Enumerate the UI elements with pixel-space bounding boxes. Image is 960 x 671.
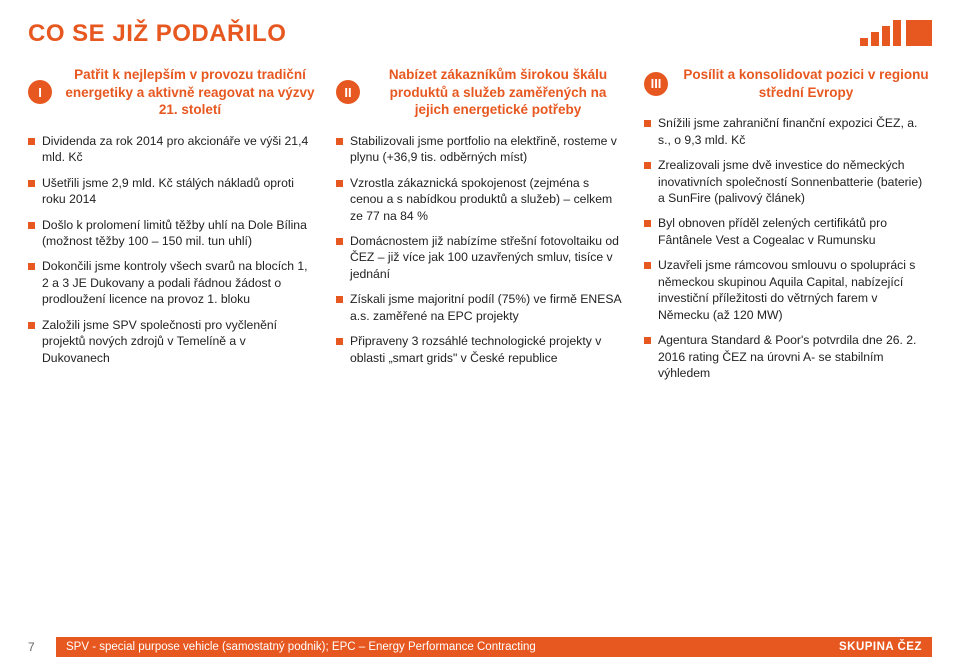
- list-item: Získali jsme majoritní podíl (75%) ve fi…: [336, 291, 624, 324]
- footer-note: SPV - special purpose vehicle (samostatn…: [66, 641, 536, 653]
- column-title-2: Nabízet zákazníkům širokou škálu produkt…: [372, 66, 624, 119]
- column-num-1: I: [28, 80, 52, 104]
- column-num-2: II: [336, 80, 360, 104]
- list-item: Uzavřeli jsme rámcovou smlouvu o spolupr…: [644, 257, 932, 323]
- footer-brand: SKUPINA ČEZ: [839, 641, 922, 653]
- list-item: Dokončili jsme kontroly všech svarů na b…: [28, 258, 316, 307]
- column-head-1: I Patřit k nejlepším v provozu tradiční …: [28, 66, 316, 119]
- list-item: Snížili jsme zahraniční finanční expozic…: [644, 115, 932, 148]
- list-item: Vzrostla zákaznická spokojenost (zejména…: [336, 175, 624, 224]
- column-1: I Patřit k nejlepším v provozu tradiční …: [28, 66, 316, 391]
- list-item: Stabilizovali jsme portfolio na elektřin…: [336, 133, 624, 166]
- column-head-3: III Posílit a konsolidovat pozici v regi…: [644, 66, 932, 101]
- list-item: Domácnostem již nabízíme střešní fotovol…: [336, 233, 624, 282]
- list-item: Ušetřili jsme 2,9 mld. Kč stálých náklad…: [28, 175, 316, 208]
- column-2: II Nabízet zákazníkům širokou škálu prod…: [336, 66, 624, 391]
- page-title: CO SE JIŽ PODAŘILO: [28, 20, 286, 48]
- footer: 7 SPV - special purpose vehicle (samosta…: [0, 637, 960, 657]
- list-item: Zrealizovali jsme dvě investice do němec…: [644, 157, 932, 206]
- column-3: III Posílit a konsolidovat pozici v regi…: [644, 66, 932, 391]
- list-item: Došlo k prolomení limitů těžby uhlí na D…: [28, 217, 316, 250]
- list-item: Agentura Standard & Poor's potvrdila dne…: [644, 332, 932, 381]
- column-3-list: Snížili jsme zahraniční finanční expozic…: [644, 115, 932, 382]
- columns-container: I Patřit k nejlepším v provozu tradiční …: [0, 58, 960, 391]
- page-number: 7: [28, 640, 42, 654]
- column-num-3: III: [644, 72, 668, 96]
- footer-bar: SPV - special purpose vehicle (samostatn…: [56, 637, 932, 657]
- list-item: Dividenda za rok 2014 pro akcionáře ve v…: [28, 133, 316, 166]
- list-item: Založili jsme SPV společnosti pro vyčlen…: [28, 317, 316, 366]
- header: CO SE JIŽ PODAŘILO: [0, 0, 960, 58]
- column-title-3: Posílit a konsolidovat pozici v regionu …: [680, 66, 932, 101]
- column-title-1: Patřit k nejlepším v provozu tradiční en…: [64, 66, 316, 119]
- column-1-list: Dividenda za rok 2014 pro akcionáře ve v…: [28, 133, 316, 367]
- column-2-list: Stabilizovali jsme portfolio na elektřin…: [336, 133, 624, 367]
- column-head-2: II Nabízet zákazníkům širokou škálu prod…: [336, 66, 624, 119]
- list-item: Připraveny 3 rozsáhlé technologické proj…: [336, 333, 624, 366]
- list-item: Byl obnoven příděl zelených certifikátů …: [644, 215, 932, 248]
- cez-logo: [860, 20, 932, 46]
